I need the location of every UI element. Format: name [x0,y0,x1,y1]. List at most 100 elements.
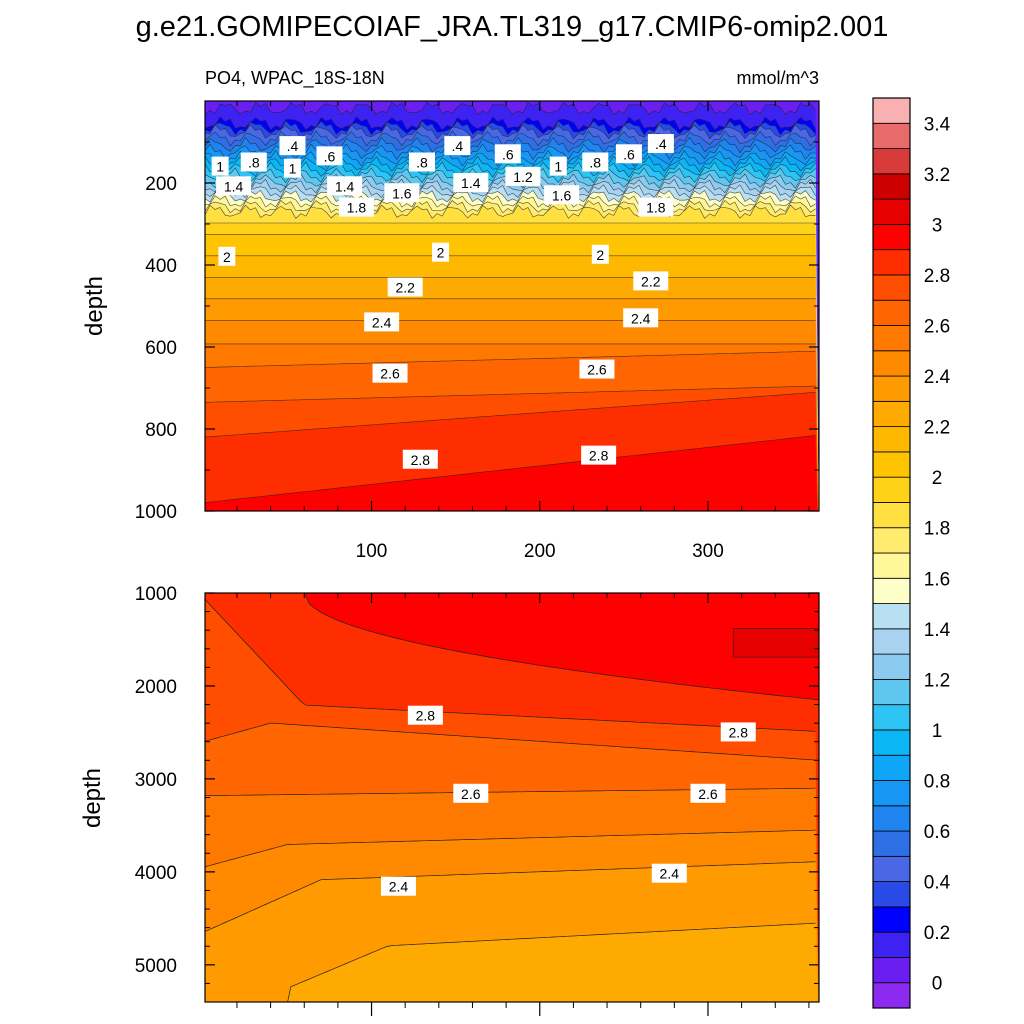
colorbar-swatch [872,502,911,529]
svg-text:.8: .8 [248,155,260,171]
colorbar-swatch [872,982,911,1009]
upper-contour-label-29: 2.8 [402,449,438,469]
upper-contour-label-26: 2.4 [623,308,659,328]
colorbar-swatch [872,173,911,200]
colorbar-tick-label: 0.2 [924,923,950,944]
colorbar-swatch [872,122,911,149]
upper-contour-label-28: 2.6 [579,359,615,379]
colorbar-swatch [872,527,911,554]
colorbar-swatch [872,451,911,478]
colorbar-swatch [872,957,911,984]
lower-contour-label-1: 2.8 [720,722,756,742]
svg-text:.4: .4 [655,136,667,152]
colorbar-tick-label: 3.2 [924,165,950,186]
colorbar-swatch [872,628,911,655]
upper-contour-label-12: .6 [494,144,521,164]
svg-text:2.4: 2.4 [389,879,409,895]
svg-text:1.4: 1.4 [335,178,355,194]
svg-text:.6: .6 [502,146,514,162]
lower-y-axis-label: depth [79,768,106,828]
svg-text:.6: .6 [324,148,336,164]
svg-text:1.2: 1.2 [513,169,533,185]
colorbar-swatch [872,426,911,453]
svg-text:2.8: 2.8 [729,724,749,740]
svg-text:2.8: 2.8 [416,708,436,724]
colorbar-tick-label: 0.6 [924,822,950,843]
colorbar-tick-label: 1.8 [924,519,950,540]
svg-text:1.4: 1.4 [224,178,244,194]
svg-text:2: 2 [437,245,445,261]
colorbar-tick-label: 1.4 [924,620,951,641]
svg-text:2.2: 2.2 [395,280,415,296]
svg-text:.4: .4 [287,138,299,154]
upper-contour-label-19: 1.8 [638,197,674,217]
upper-contour-label-21: 2 [432,242,450,262]
upper-contour-label-5: 1.4 [327,176,363,196]
lower-contour-fill [205,593,819,1002]
colorbar-tick-label: 1 [932,721,943,742]
upper-contour-label-9: 1.6 [384,183,420,203]
upper-contour-label-0: .4 [279,136,306,156]
lower-contour-label-3: 2.6 [690,783,726,803]
chart-subtitle-right: mmol/m^3 [737,68,819,88]
upper-contour-label-10: .4 [444,136,471,156]
svg-text:2.4: 2.4 [372,314,392,330]
upper-y-tick-label: 400 [145,256,177,277]
colorbar-swatch [872,325,911,352]
colorbar-swatch [872,476,911,503]
colorbar-swatch [872,931,911,958]
colorbar-swatch [872,299,911,326]
upper-x-tick-label: 100 [356,541,388,562]
svg-text:1: 1 [289,161,297,177]
svg-text:1.6: 1.6 [552,187,572,203]
colorbar-swatch [872,603,911,630]
colorbar-swatch [872,780,911,807]
svg-text:2.2: 2.2 [641,273,661,289]
colorbar-swatch [872,552,911,579]
svg-text:2.4: 2.4 [631,310,651,326]
svg-text:2.8: 2.8 [589,448,609,464]
lower-contour-label-2: 2.6 [453,783,489,803]
colorbar-swatch [872,855,911,883]
svg-text:2.6: 2.6 [587,362,607,378]
svg-text:2.6: 2.6 [698,786,718,802]
colorbar-tick-label: 0.4 [924,873,951,894]
colorbar-tick-label: 2.2 [924,418,950,439]
upper-contour-label-25: 2.4 [364,312,400,332]
lower-y-tick-label: 4000 [135,863,177,884]
colorbar-swatch [872,198,911,225]
upper-contour-label-27: 2.6 [372,363,408,383]
upper-contour-label-13: 1.2 [505,166,541,186]
upper-contour-label-17: .6 [615,144,642,164]
colorbar-swatch [872,830,911,857]
lower-y-tick-label: 2000 [135,677,177,698]
upper-x-tick-label: 300 [692,541,724,562]
svg-text:2: 2 [223,249,231,265]
colorbar-tick-label: 3 [932,215,943,236]
colorbar-swatch [872,375,911,402]
svg-text:.8: .8 [416,155,428,171]
upper-contour-label-23: 2.2 [387,277,423,297]
colorbar-swatch [872,653,911,680]
colorbar-tick-label: 2.6 [924,317,950,338]
svg-text:2: 2 [596,247,604,263]
upper-contour-label-8: .8 [409,152,436,172]
colorbar-swatch [872,906,911,933]
svg-text:.8: .8 [589,155,601,171]
upper-y-tick-label: 200 [145,174,177,195]
colorbar-tick-label: 1.6 [924,569,950,590]
svg-text:1: 1 [216,159,224,175]
upper-contour-label-2: .6 [316,146,343,166]
svg-text:1.4: 1.4 [461,175,481,191]
colorbar-swatch [872,400,911,428]
colorbar-swatch [872,249,911,276]
svg-text:1.8: 1.8 [347,200,367,216]
colorbar-tick-label: 2.8 [924,266,950,287]
upper-contour-label-11: 1.4 [453,173,489,192]
colorbar-tick-label: 2.4 [924,367,951,388]
upper-y-tick-label: 1000 [135,502,177,523]
upper-contour-label-24: 2.2 [633,271,669,291]
lower-contour-labels: 2.8 2.8 2.6 2.6 2.4 2.4 [380,705,756,896]
upper-contour-label-15: 1.6 [544,185,580,205]
